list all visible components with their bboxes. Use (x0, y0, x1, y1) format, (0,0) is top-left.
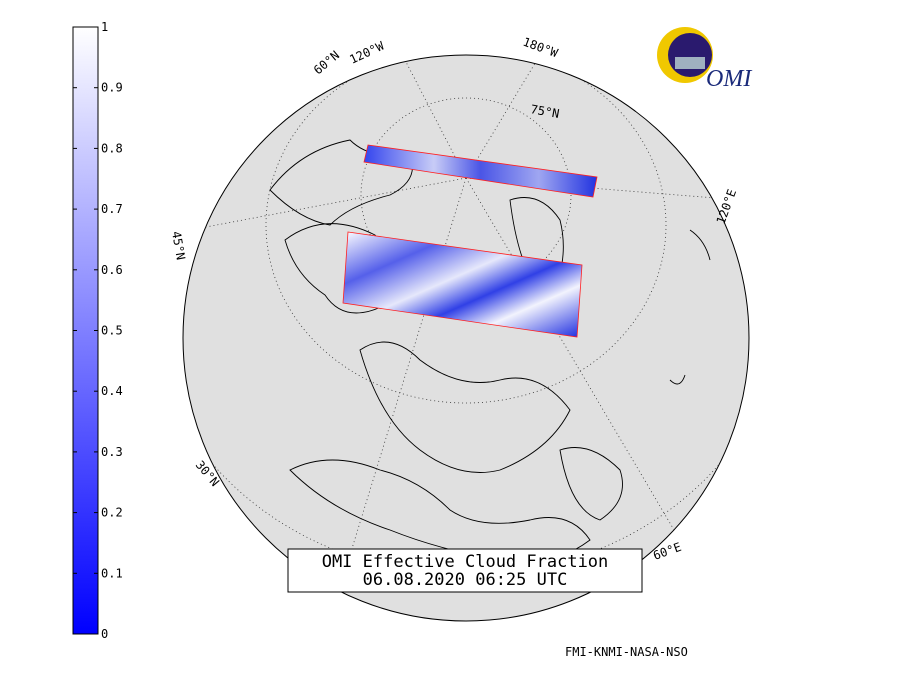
coastlines (269, 139, 711, 563)
colorbar-tick-label: 0.7 (101, 202, 123, 216)
data-swaths (342, 144, 598, 338)
title-box (287, 548, 643, 593)
colorbar-tick-label: 0.4 (101, 384, 123, 398)
title: OMI Effective Cloud Fraction (322, 552, 609, 572)
colorbar-tick-label: 0.6 (101, 263, 123, 277)
logo-band (675, 57, 705, 69)
credit: FMI-KNMI-NASA-NSO (565, 645, 688, 659)
graticule-label: 120°W (347, 38, 386, 66)
colorbar (72, 26, 99, 635)
colorbar-tick-label: 0.5 (101, 324, 123, 338)
subtitle: 06.08.2020 06:25 UTC (363, 570, 568, 590)
colorbar-tick-label: 1 (101, 20, 108, 34)
globe (182, 54, 750, 622)
colorbar-tick-label: 0.9 (101, 81, 123, 95)
colorbar-tick-label: 0.1 (101, 566, 123, 580)
graticule-label: 180°W (521, 35, 560, 61)
logo: OMI (657, 27, 752, 92)
graticule-label: 75°N (529, 102, 560, 121)
logo-text: OMI (706, 66, 752, 92)
graticule-label: 60°N (311, 48, 342, 77)
colorbar-tick-label: 0.8 (101, 141, 123, 155)
colorbar-tick-label: 0 (101, 627, 108, 641)
graticule-label: 120°E (714, 187, 740, 226)
colorbar-tick-label: 0.2 (101, 506, 123, 520)
swath (363, 144, 598, 198)
graticule-label: 45°N (169, 230, 188, 261)
swath (342, 231, 583, 338)
graticule (183, 55, 749, 621)
colorbar-tick-label: 0.3 (101, 445, 123, 459)
